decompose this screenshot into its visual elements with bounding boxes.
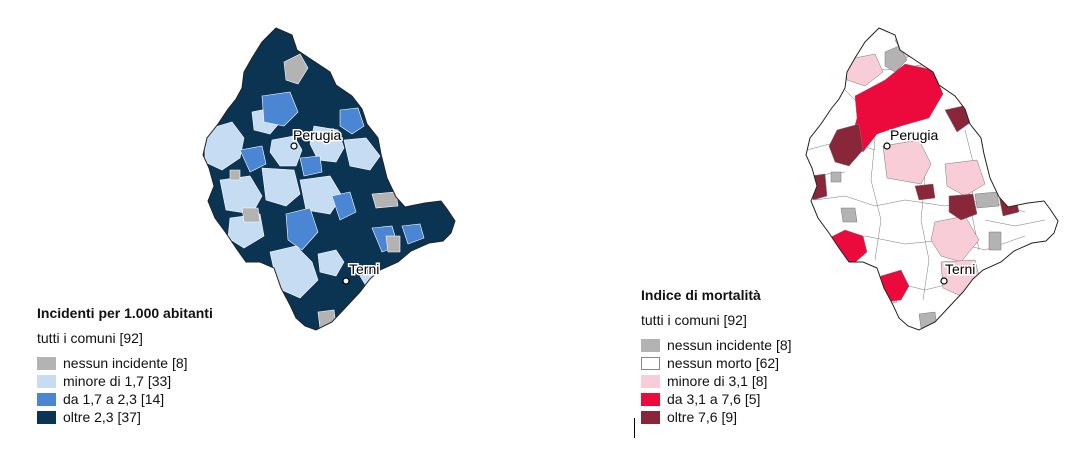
legend-item-medium: da 3,1 a 7,6 [5] <box>641 390 792 408</box>
legend-label: oltre 7,6 [9] <box>667 409 738 425</box>
legend-swatch <box>641 410 660 424</box>
divider-line <box>634 418 635 438</box>
terni-label: Terni <box>349 261 379 277</box>
legend-label: nessun incidente [8] <box>667 337 792 353</box>
legend-label: da 1,7 a 2,3 [14] <box>63 391 165 407</box>
perugia-label: Perugia <box>293 127 341 143</box>
terni-label: Terni <box>945 261 975 277</box>
perugia-marker <box>290 142 298 150</box>
incidents-legend-title: Incidenti per 1.000 abitanti <box>37 305 213 321</box>
legend-item-low: minore di 3,1 [8] <box>641 372 792 390</box>
legend-swatch <box>641 374 660 388</box>
legend-label: minore di 3,1 [8] <box>667 373 768 389</box>
legend-swatch <box>641 338 660 352</box>
incidents-legend: Incidenti per 1.000 abitanti tutti i com… <box>37 305 213 426</box>
mortality-legend-subtitle: tutti i comuni [92] <box>641 312 747 328</box>
umbria-incidents-map: Perugia Terni <box>202 27 456 331</box>
legend-label: da 3,1 a 7,6 [5] <box>667 391 761 407</box>
perugia-label: Perugia <box>890 127 938 143</box>
legend-item-no-incident: nessun incidente [8] <box>641 336 792 354</box>
legend-swatch <box>37 410 56 424</box>
legend-item-no-death: nessun morto [62] <box>641 354 792 372</box>
mortality-map-panel: Perugia Terni Indice di mortalità tutti … <box>545 0 1090 470</box>
perugia-marker <box>883 142 891 150</box>
legend-swatch <box>37 374 56 388</box>
legend-swatch <box>641 356 660 370</box>
legend-swatch <box>37 356 56 370</box>
legend-swatch <box>37 392 56 406</box>
legend-label: minore di 1,7 [33] <box>63 373 172 389</box>
legend-item-medium: da 1,7 a 2,3 [14] <box>37 390 213 408</box>
mortality-legend: Indice di mortalità tutti i comuni [92] … <box>641 287 792 426</box>
legend-item-low: minore di 1,7 [33] <box>37 372 213 390</box>
legend-swatch <box>641 392 660 406</box>
incidents-legend-subtitle: tutti i comuni [92] <box>37 330 143 346</box>
terni-marker <box>940 277 948 285</box>
mortality-legend-title: Indice di mortalità <box>641 287 761 303</box>
legend-item-high: oltre 7,6 [9] <box>641 408 792 426</box>
legend-item-high: oltre 2,3 [37] <box>37 408 213 426</box>
legend-item-no-incident: nessun incidente [8] <box>37 354 213 372</box>
legend-label: nessun morto [62] <box>667 355 780 371</box>
legend-label: nessun incidente [8] <box>63 355 188 371</box>
legend-label: oltre 2,3 [37] <box>63 409 141 425</box>
incidents-map-panel: Perugia Terni Incidenti per 1.000 abitan… <box>37 27 456 426</box>
terni-marker <box>342 277 350 285</box>
umbria-mortality-map: Perugia Terni <box>805 27 1059 331</box>
